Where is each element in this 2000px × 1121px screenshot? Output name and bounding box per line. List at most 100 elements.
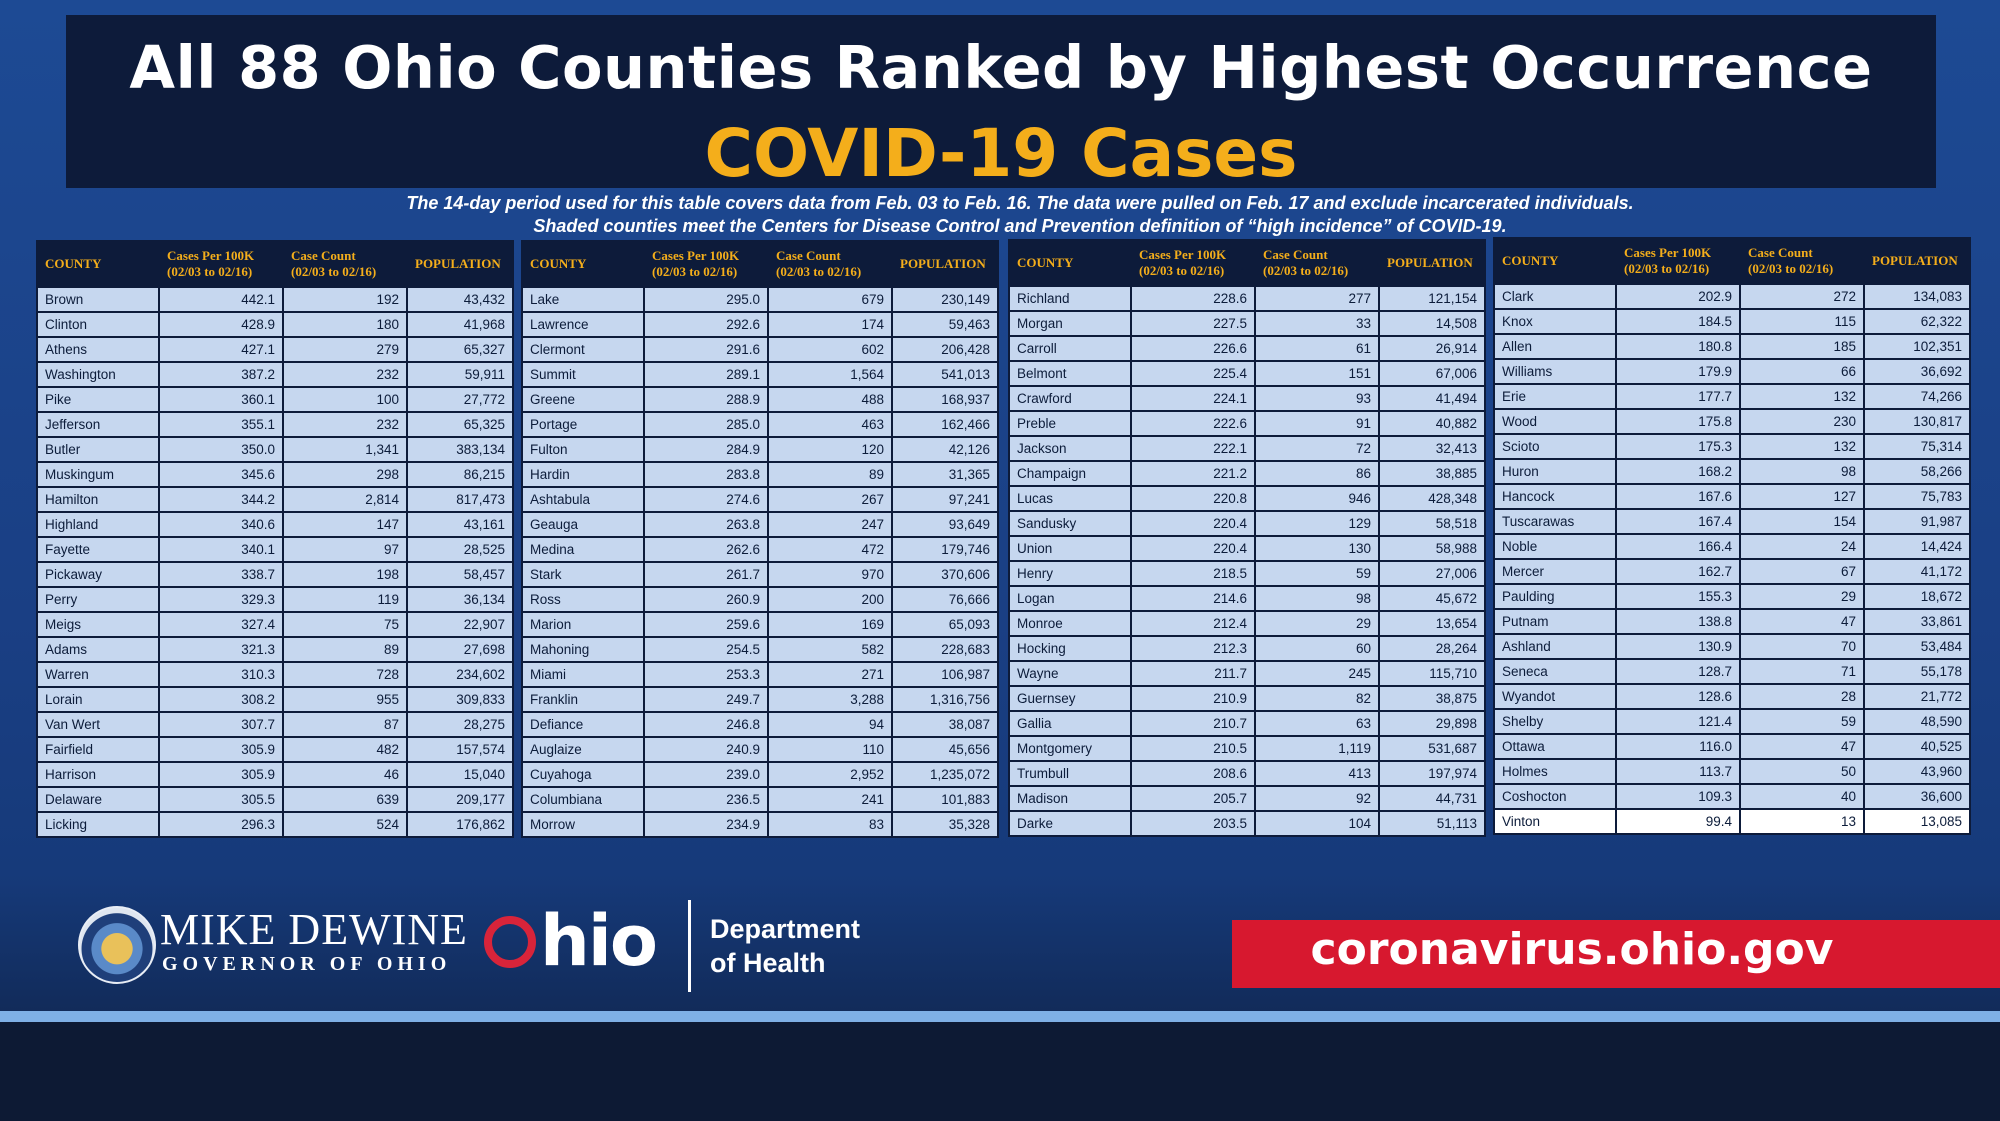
count-cell: 92 xyxy=(1254,785,1380,812)
population-cell: 45,672 xyxy=(1378,585,1486,612)
rate-cell: 310.3 xyxy=(158,661,284,688)
rate-cell: 236.5 xyxy=(643,786,769,813)
county-cell: Jackson xyxy=(1008,435,1132,462)
county-cell: Van Wert xyxy=(36,711,160,738)
county-cell: Knox xyxy=(1493,308,1617,335)
county-cell: Trumbull xyxy=(1008,760,1132,787)
table-row: Morrow 234.9 83 35,328 xyxy=(521,811,999,838)
population-cell: 162,466 xyxy=(891,411,999,438)
table-row: Scioto 175.3 132 75,314 xyxy=(1493,433,1971,460)
county-cell: Ross xyxy=(521,586,645,613)
count-cell: 63 xyxy=(1254,710,1380,737)
population-cell: 31,365 xyxy=(891,461,999,488)
rate-cell: 227.5 xyxy=(1130,310,1256,337)
table-row: Harrison 305.9 46 15,040 xyxy=(36,761,514,788)
website-url: coronavirus.ohio.gov xyxy=(1310,924,1834,975)
count-cell: 86 xyxy=(1254,460,1380,487)
rate-cell: 274.6 xyxy=(643,486,769,513)
rate-cell: 285.0 xyxy=(643,411,769,438)
county-cell: Sandusky xyxy=(1008,510,1132,537)
rate-cell: 295.0 xyxy=(643,286,769,313)
county-cell: Defiance xyxy=(521,711,645,738)
count-cell: 582 xyxy=(767,636,893,663)
count-cell: 130 xyxy=(1254,535,1380,562)
ohio-state-seal-icon xyxy=(78,906,156,984)
count-cell: 89 xyxy=(767,461,893,488)
county-cell: Gallia xyxy=(1008,710,1132,737)
shading-note: Shaded counties meet the Centers for Dis… xyxy=(533,216,1507,236)
population-cell: 38,087 xyxy=(891,711,999,738)
rate-cell: 155.3 xyxy=(1615,583,1741,610)
table-row: Ashtabula 274.6 267 97,241 xyxy=(521,486,999,513)
table-header-row: COUNTY Cases Per 100K (02/03 to 02/16) Case… xyxy=(1493,237,1971,285)
count-cell: 13 xyxy=(1739,808,1865,835)
rate-column-header: Cases Per 100K (02/03 to 02/16) xyxy=(1615,237,1741,285)
population-cell: 36,134 xyxy=(406,586,514,613)
county-cell: Clinton xyxy=(36,311,160,338)
table-row: Noble 166.4 24 14,424 xyxy=(1493,533,1971,560)
county-cell: Warren xyxy=(36,661,160,688)
count-cell: 241 xyxy=(767,786,893,813)
table-row: Greene 288.9 488 168,937 xyxy=(521,386,999,413)
population-cell: 76,666 xyxy=(891,586,999,613)
count-cell: 75 xyxy=(282,611,408,638)
count-cell: 267 xyxy=(767,486,893,513)
population-cell: 428,348 xyxy=(1378,485,1486,512)
count-cell: 198 xyxy=(282,561,408,588)
rate-cell: 260.9 xyxy=(643,586,769,613)
population-cell: 45,656 xyxy=(891,736,999,763)
county-cell: Clark xyxy=(1493,283,1617,310)
county-cell: Seneca xyxy=(1493,658,1617,685)
count-cell: 70 xyxy=(1739,633,1865,660)
county-cell: Greene xyxy=(521,386,645,413)
rate-cell: 340.1 xyxy=(158,536,284,563)
count-cell: 639 xyxy=(282,786,408,813)
count-cell: 28 xyxy=(1739,683,1865,710)
population-cell: 370,606 xyxy=(891,561,999,588)
table-row: Perry 329.3 119 36,134 xyxy=(36,586,514,613)
rate-cell: 224.1 xyxy=(1130,385,1256,412)
population-cell: 15,040 xyxy=(406,761,514,788)
population-cell: 55,178 xyxy=(1863,658,1971,685)
count-cell: 955 xyxy=(282,686,408,713)
rate-cell: 208.6 xyxy=(1130,760,1256,787)
population-cell: 13,085 xyxy=(1863,808,1971,835)
table-row: Logan 214.6 98 45,672 xyxy=(1008,585,1486,612)
table-row: Monroe 212.4 29 13,654 xyxy=(1008,610,1486,637)
population-cell: 29,898 xyxy=(1378,710,1486,737)
count-cell: 200 xyxy=(767,586,893,613)
count-cell: 47 xyxy=(1739,733,1865,760)
rate-cell: 226.6 xyxy=(1130,335,1256,362)
table-row: Portage 285.0 463 162,466 xyxy=(521,411,999,438)
rate-cell: 128.6 xyxy=(1615,683,1741,710)
county-cell: Darke xyxy=(1008,810,1132,837)
population-cell: 53,484 xyxy=(1863,633,1971,660)
population-cell: 41,494 xyxy=(1378,385,1486,412)
rate-cell: 210.9 xyxy=(1130,685,1256,712)
rate-cell: 427.1 xyxy=(158,336,284,363)
population-cell: 41,968 xyxy=(406,311,514,338)
table-row: Seneca 128.7 71 55,178 xyxy=(1493,658,1971,685)
rate-cell: 345.6 xyxy=(158,461,284,488)
table-row: Muskingum 345.6 298 86,215 xyxy=(36,461,514,488)
count-cell: 61 xyxy=(1254,335,1380,362)
county-cell: Union xyxy=(1008,535,1132,562)
count-cell: 185 xyxy=(1739,333,1865,360)
rate-cell: 203.5 xyxy=(1130,810,1256,837)
county-cell: Fulton xyxy=(521,436,645,463)
population-cell: 27,006 xyxy=(1378,560,1486,587)
table-row: Coshocton 109.3 40 36,600 xyxy=(1493,783,1971,810)
count-cell: 59 xyxy=(1739,708,1865,735)
population-cell: 26,914 xyxy=(1378,335,1486,362)
table-row: Allen 180.8 185 102,351 xyxy=(1493,333,1971,360)
count-cell: 247 xyxy=(767,511,893,538)
rate-cell: 291.6 xyxy=(643,336,769,363)
table-row: Meigs 327.4 75 22,907 xyxy=(36,611,514,638)
count-cell: 728 xyxy=(282,661,408,688)
table-row: Pike 360.1 100 27,772 xyxy=(36,386,514,413)
population-cell: 101,883 xyxy=(891,786,999,813)
count-cell: 129 xyxy=(1254,510,1380,537)
population-cell: 48,590 xyxy=(1863,708,1971,735)
count-cell: 472 xyxy=(767,536,893,563)
county-cell: Mahoning xyxy=(521,636,645,663)
